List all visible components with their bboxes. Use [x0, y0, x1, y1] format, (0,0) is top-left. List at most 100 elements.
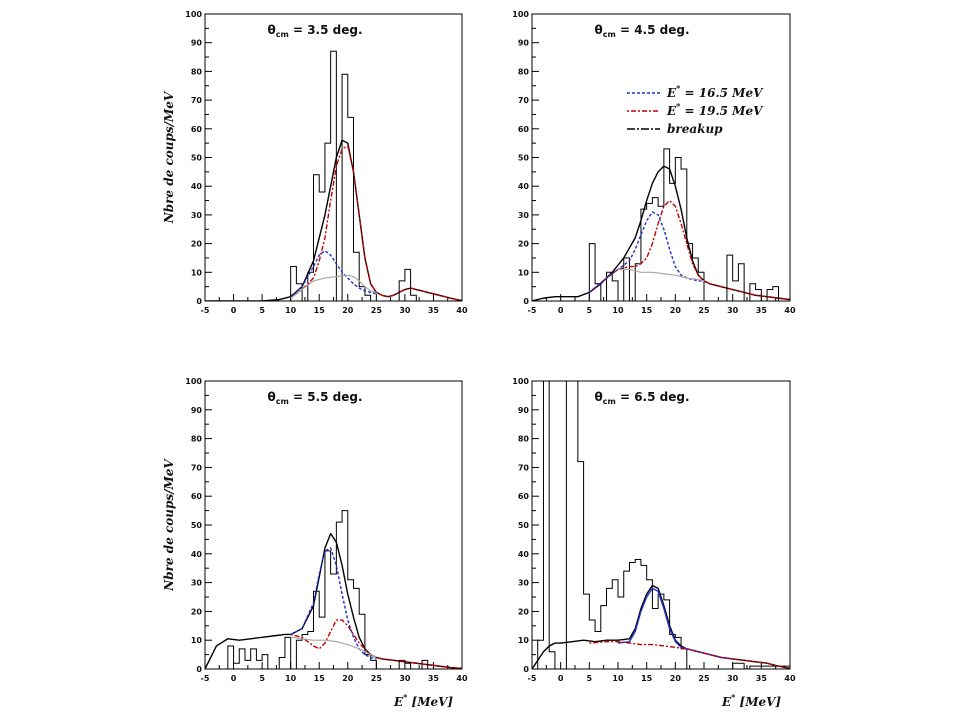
y-tick-label: 50 — [191, 521, 203, 530]
x-tick-label: 40 — [456, 674, 468, 683]
x-tick-label: 10 — [612, 674, 624, 683]
y-tick-label: 20 — [518, 607, 530, 616]
y-tick-label: 0 — [523, 665, 529, 674]
x-tick-label: 0 — [558, 306, 564, 315]
y-tick-label: 0 — [196, 297, 202, 306]
histogram — [532, 381, 790, 669]
y-tick-label: 10 — [191, 268, 203, 277]
y-tick-label: 50 — [191, 154, 203, 163]
y-tick-label: 90 — [191, 39, 203, 48]
legend-entry: E* = 16.5 MeV — [666, 83, 764, 100]
x-axis-label: E* [MeV] — [721, 692, 781, 709]
x-tick-label: 40 — [784, 674, 796, 683]
x-tick-label: 35 — [428, 306, 440, 315]
series-line-2 — [290, 619, 462, 669]
y-tick-label: 30 — [518, 579, 530, 588]
x-tick-label: 40 — [456, 306, 468, 315]
x-tick-label: 15 — [641, 674, 653, 683]
y-tick-label: 80 — [191, 435, 203, 444]
y-tick-label: 60 — [518, 492, 530, 501]
series-line-3 — [290, 250, 377, 299]
y-tick-label: 60 — [518, 125, 530, 134]
x-tick-label: 20 — [670, 674, 682, 683]
x-axis-label: E* [MeV] — [393, 692, 453, 709]
series-line-2 — [617, 587, 733, 660]
panel-title: θcm = 5.5 deg. — [267, 390, 362, 406]
y-tick-label: 0 — [523, 297, 529, 306]
x-tick-label: 15 — [641, 306, 653, 315]
plot-frame — [204, 380, 463, 670]
y-tick-label: 70 — [191, 96, 203, 105]
y-tick-label: 60 — [191, 125, 203, 134]
x-tick-label: 5 — [587, 306, 593, 315]
panel-title: θcm = 3.5 deg. — [267, 23, 362, 39]
x-tick-label: -5 — [201, 306, 210, 315]
legend-entry: breakup — [667, 122, 723, 136]
x-tick-label: 10 — [285, 674, 297, 683]
x-tick-label: 5 — [259, 306, 265, 315]
series-line-3 — [589, 640, 790, 669]
y-tick-label: 10 — [518, 268, 530, 277]
x-tick-label: 35 — [756, 306, 768, 315]
plot-frame — [531, 380, 791, 670]
histogram — [205, 50, 462, 301]
y-tick-label: 70 — [518, 463, 530, 472]
x-tick-label: 0 — [231, 306, 237, 315]
x-tick-label: 5 — [587, 674, 593, 683]
x-tick-label: 15 — [314, 306, 326, 315]
x-tick-label: 30 — [399, 306, 411, 315]
series-line-3 — [588, 211, 704, 293]
x-tick-label: 0 — [558, 674, 564, 683]
y-axis-label: Nbre de coups/MeV — [162, 90, 176, 224]
x-tick-label: 30 — [727, 306, 739, 315]
panel-title: θcm = 6.5 deg. — [594, 390, 689, 406]
x-tick-label: 20 — [342, 674, 354, 683]
series-line-4 — [618, 268, 705, 282]
y-tick-label: 50 — [518, 154, 530, 163]
y-tick-label: 40 — [191, 182, 203, 191]
y-tick-label: 100 — [185, 377, 202, 386]
series-line-2 — [290, 145, 462, 301]
series-line-1 — [532, 165, 790, 301]
y-tick-label: 10 — [191, 636, 203, 645]
y-tick-label: 0 — [196, 665, 202, 674]
y-tick-label: 40 — [518, 182, 530, 191]
x-tick-label: -5 — [528, 306, 537, 315]
y-tick-label: 30 — [191, 211, 203, 220]
y-tick-label: 90 — [518, 39, 530, 48]
y-tick-label: 70 — [191, 463, 203, 472]
panel-title: θcm = 4.5 deg. — [594, 23, 689, 39]
x-tick-label: 30 — [727, 674, 739, 683]
legend-entry: E* = 19.5 MeV — [666, 101, 764, 118]
y-tick-label: 30 — [518, 211, 530, 220]
x-tick-label: 5 — [259, 674, 265, 683]
y-tick-label: 90 — [518, 406, 530, 415]
x-tick-label: 25 — [698, 306, 710, 315]
x-tick-label: 10 — [285, 306, 297, 315]
x-tick-label: 25 — [371, 306, 383, 315]
y-tick-label: 80 — [191, 67, 203, 76]
y-tick-label: 70 — [518, 96, 530, 105]
y-tick-label: 80 — [518, 67, 530, 76]
x-tick-label: 20 — [670, 306, 682, 315]
x-tick-label: -5 — [201, 674, 210, 683]
plot-frame — [531, 13, 791, 302]
x-tick-label: 35 — [428, 674, 440, 683]
x-tick-label: 15 — [314, 674, 326, 683]
y-tick-label: 100 — [512, 10, 529, 19]
x-tick-label: 0 — [231, 674, 237, 683]
x-tick-label: 35 — [756, 674, 768, 683]
y-tick-label: 60 — [191, 492, 203, 501]
y-tick-label: 40 — [518, 550, 530, 559]
y-axis-label: Nbre de coups/MeV — [162, 458, 176, 592]
x-tick-label: -5 — [528, 674, 537, 683]
x-tick-label: 25 — [698, 674, 710, 683]
y-tick-label: 80 — [518, 435, 530, 444]
histogram — [532, 148, 790, 301]
y-tick-label: 30 — [191, 579, 203, 588]
y-tick-label: 20 — [191, 607, 203, 616]
